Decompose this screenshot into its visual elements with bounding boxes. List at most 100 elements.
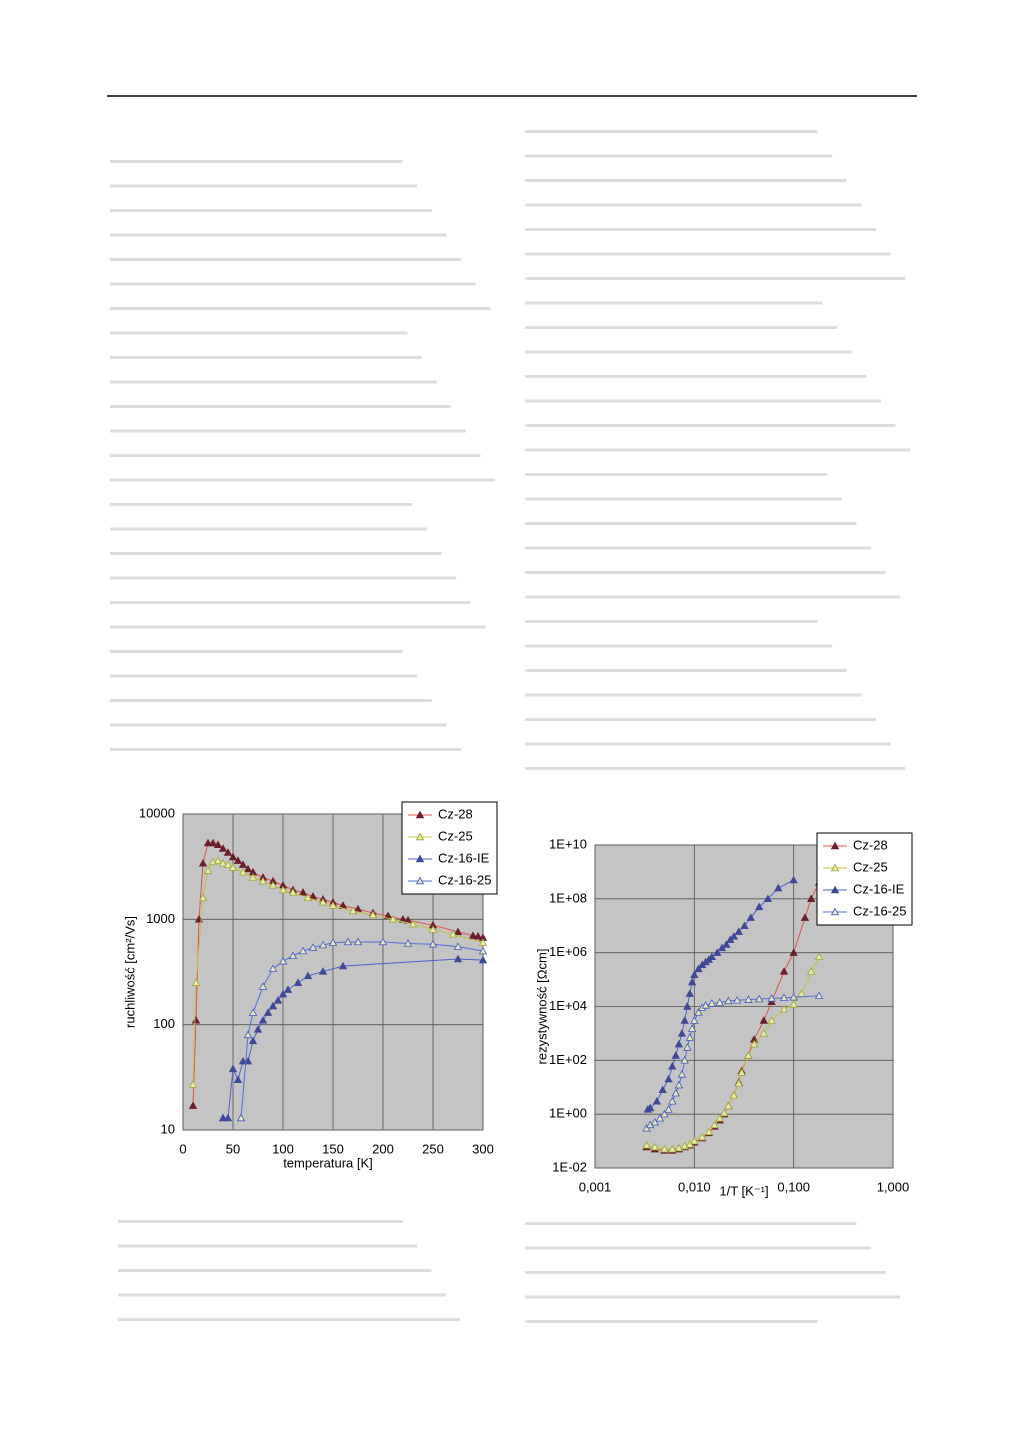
data-point [318, 898, 328, 906]
data-point [188, 1080, 198, 1088]
data-point [715, 998, 724, 1006]
data-point [248, 1036, 258, 1045]
text-line [525, 644, 833, 648]
data-point [188, 1101, 198, 1109]
text-line [110, 380, 437, 384]
data-point [203, 866, 213, 874]
data-point [303, 971, 313, 980]
text-line [525, 424, 896, 427]
data-point [713, 948, 722, 956]
data-point [722, 940, 731, 948]
data-point [253, 1025, 263, 1033]
legend-marker [415, 876, 425, 885]
data-point [779, 1004, 789, 1013]
y-tick-label: 1E+02 [549, 1052, 587, 1067]
data-point [707, 952, 717, 961]
data-point [759, 1029, 768, 1037]
data-point [191, 978, 201, 986]
data-point [737, 1068, 746, 1076]
data-point [218, 859, 228, 867]
legend-label: Cz-25 [853, 859, 888, 874]
y-axis-label: rezystywność [Ωcm] [534, 949, 549, 1065]
y-tick-label: 1E-02 [552, 1159, 587, 1174]
data-point [388, 915, 398, 923]
y-tick-label: 1E+06 [549, 944, 587, 959]
text-line [110, 674, 418, 678]
legend-marker [415, 854, 425, 863]
data-point [677, 1070, 687, 1078]
data-point [223, 848, 233, 856]
data-point [298, 946, 308, 955]
data-point [268, 964, 278, 972]
data-point [694, 964, 703, 973]
data-point [720, 1108, 729, 1117]
text-line [525, 203, 862, 207]
text-line [110, 209, 432, 212]
y-tick-label: 1E+04 [549, 998, 587, 1013]
data-point [478, 938, 488, 946]
text-line [525, 669, 847, 672]
y-tick-label: 1E+08 [549, 890, 587, 905]
data-point [690, 1136, 699, 1145]
data-point [223, 1113, 233, 1122]
data-point [674, 1080, 684, 1089]
text-line [110, 748, 461, 751]
text-line [525, 326, 837, 329]
x-tick-label: 300 [472, 1141, 494, 1156]
data-point [789, 948, 798, 956]
text-line [525, 718, 876, 721]
data-point [779, 993, 789, 1002]
data-point [642, 1140, 651, 1149]
text-line [118, 1269, 432, 1272]
data-point [683, 1043, 692, 1051]
legend-label: Cz-16-25 [853, 903, 906, 918]
text-line [525, 252, 891, 256]
data-point [318, 967, 328, 975]
x-tick-label: 50 [226, 1141, 240, 1156]
x-tick-label: 0,001 [579, 1179, 612, 1194]
data-point [668, 1061, 677, 1070]
text-line [525, 154, 833, 158]
data-point [734, 927, 743, 935]
y-tick-label: 100 [153, 1016, 175, 1031]
data-point [685, 989, 694, 997]
data-point [218, 1113, 228, 1122]
data-point [258, 876, 268, 885]
data-point [729, 932, 739, 940]
chart: 0 50 100 150 200 250 300 10 100 1000 10000 temperat… [122, 801, 498, 1170]
data-point [759, 1016, 768, 1024]
text-line [110, 478, 496, 482]
data-point [338, 961, 348, 970]
data-point [763, 894, 773, 903]
data-point [652, 1097, 662, 1105]
data-point [293, 978, 303, 986]
data-point [749, 1039, 759, 1048]
text-line [525, 473, 828, 476]
data-point [453, 954, 463, 963]
data-point [453, 942, 463, 950]
data-point [233, 856, 243, 864]
x-tick-label: 1,000 [877, 1179, 910, 1194]
data-point [243, 1030, 253, 1039]
legend-label: Cz-28 [853, 837, 888, 852]
data-point [208, 838, 218, 847]
text-line [110, 454, 481, 457]
data-point [268, 881, 278, 889]
data-point [328, 901, 338, 909]
x-tick-label: 200 [372, 1141, 394, 1156]
data-point [729, 1091, 739, 1099]
legend-marker [415, 810, 425, 819]
data-point [687, 977, 697, 986]
legend-marker [830, 885, 840, 894]
text-line [110, 723, 447, 727]
data-point [213, 856, 223, 864]
legend-label: Cz-16-25 [438, 872, 491, 887]
data-point [789, 1000, 798, 1008]
data-point [233, 1075, 243, 1083]
data-point [353, 937, 363, 946]
text-line [525, 350, 852, 354]
y-tick-label: 1E+10 [549, 836, 587, 851]
data-point [701, 1001, 710, 1009]
data-point [273, 996, 283, 1004]
